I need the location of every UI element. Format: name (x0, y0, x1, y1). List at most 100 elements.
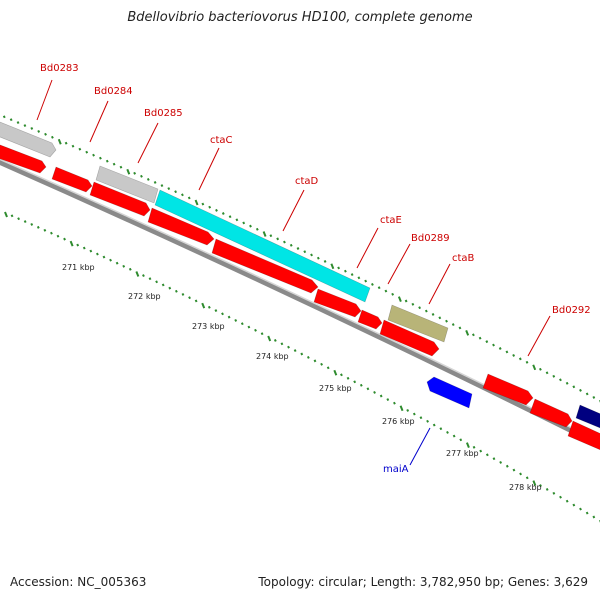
gene-bd0285-block[interactable] (95, 165, 159, 204)
inner-tick (10, 214, 14, 218)
outer-tick (471, 333, 475, 337)
outer-tick-row (2, 115, 600, 403)
gene-label-maia[interactable]: maiA (383, 464, 409, 475)
outer-tick (283, 240, 286, 244)
inner-tick (43, 228, 47, 232)
inner-tick (406, 408, 410, 412)
inner-tick (499, 460, 503, 464)
outer-tick (119, 165, 123, 169)
inner-tick (485, 453, 489, 457)
outer-tick (532, 364, 537, 371)
gene-ctab-block[interactable] (387, 304, 449, 343)
cds-bd0292[interactable] (482, 373, 534, 406)
gene-label-ctab[interactable]: ctaB (452, 253, 475, 264)
inner-tick (168, 286, 172, 290)
inner-tick (326, 366, 330, 370)
gene-label-ctad[interactable]: ctaD (295, 176, 319, 187)
outer-tick (249, 224, 252, 228)
outer-tick (92, 153, 95, 157)
outer-tick (525, 360, 529, 364)
inner-tick (373, 390, 376, 394)
outer-tick (492, 343, 495, 347)
inner-tick (36, 225, 40, 229)
feature-track (0, 120, 600, 454)
inner-tick (426, 419, 429, 423)
scale-label-277: 277 kbp (446, 449, 479, 458)
cds-bd0294[interactable] (567, 420, 600, 454)
cds-bd0289[interactable] (357, 309, 383, 330)
outer-tick (85, 150, 89, 154)
gene-label-bd0284[interactable]: Bd0284 (94, 86, 133, 97)
outer-tick (276, 237, 280, 241)
inner-tick (155, 280, 158, 284)
outer-tick (215, 208, 218, 212)
cds-ctab[interactable] (379, 319, 440, 357)
gene-label-bd0283[interactable]: Bd0283 (40, 63, 79, 74)
outer-tick (235, 218, 239, 222)
inner-tick (539, 484, 542, 487)
inner-tick (505, 464, 509, 468)
gene-navy-block[interactable] (575, 404, 600, 432)
cds-bd0285[interactable] (89, 181, 151, 217)
gene-maia-block[interactable] (426, 376, 473, 409)
scale-label-276: 276 kbp (382, 417, 415, 426)
gene-label-ctac[interactable]: ctaC (210, 135, 233, 146)
outer-tick (391, 292, 395, 296)
inner-tick (17, 217, 21, 221)
inner-tick (50, 231, 53, 235)
inner-tick (76, 243, 80, 247)
backbone-line (0, 159, 600, 448)
gene-ctac-block[interactable] (154, 189, 371, 303)
cds-ctae[interactable] (313, 288, 362, 318)
inner-tick (109, 258, 112, 262)
inner-tick (386, 398, 390, 402)
inner-tick (194, 299, 198, 303)
inner-tick (353, 380, 357, 384)
gene-label-ctae[interactable]: ctaE (380, 215, 402, 226)
outer-tick (105, 159, 109, 163)
cds-bd0283[interactable] (0, 143, 47, 174)
gene-label-bd0292[interactable]: Bd0292 (552, 305, 591, 316)
inner-tick (320, 362, 323, 366)
outer-tick (221, 212, 225, 215)
cds-bd0293[interactable] (529, 398, 573, 428)
outer-tick (64, 141, 68, 145)
outer-tick (384, 289, 388, 293)
inner-tick (148, 277, 152, 281)
outer-tick (310, 253, 313, 257)
gene-label-bd0285[interactable]: Bd0285 (144, 108, 183, 119)
inner-tick (472, 445, 476, 449)
inner-tick (565, 499, 569, 503)
outer-tick (512, 353, 516, 357)
accession-text: Accession: NC_005363 (10, 575, 147, 589)
cds-ctad[interactable] (211, 238, 319, 294)
scale-label-271: 271 kbp (62, 263, 95, 272)
outer-tick (579, 388, 582, 392)
outer-tick (174, 190, 177, 194)
inner-tick (102, 255, 106, 259)
inner-tick (188, 296, 191, 300)
outer-tick (397, 296, 402, 303)
leader-bd0292 (527, 315, 551, 357)
cds-bd0284[interactable] (51, 166, 93, 193)
inner-tick (89, 249, 93, 253)
outer-tick (160, 184, 164, 187)
gene-bd0283-block[interactable] (0, 120, 57, 158)
outer-tick (357, 276, 361, 280)
inner-tick (122, 264, 126, 268)
inner-tick (333, 369, 338, 376)
inner-tick (135, 271, 140, 277)
outer-tick (539, 367, 542, 371)
inner-tick (340, 373, 343, 377)
leader-bd0289 (387, 243, 411, 285)
outer-tick (30, 127, 34, 130)
genome-title: Bdellovibrio bacteriovorus HD100, comple… (127, 10, 473, 25)
inner-tick (161, 283, 165, 287)
leader-ctae (356, 227, 379, 269)
cds-ctac[interactable] (147, 207, 215, 246)
gene-label-bd0289[interactable]: Bd0289 (411, 233, 450, 244)
leader-ctac (198, 147, 220, 191)
outer-tick (194, 199, 199, 206)
outer-tick (431, 312, 435, 316)
scale-labels: 271 kbp 272 kbp 273 kbp 274 kbp 275 kbp … (62, 263, 542, 492)
